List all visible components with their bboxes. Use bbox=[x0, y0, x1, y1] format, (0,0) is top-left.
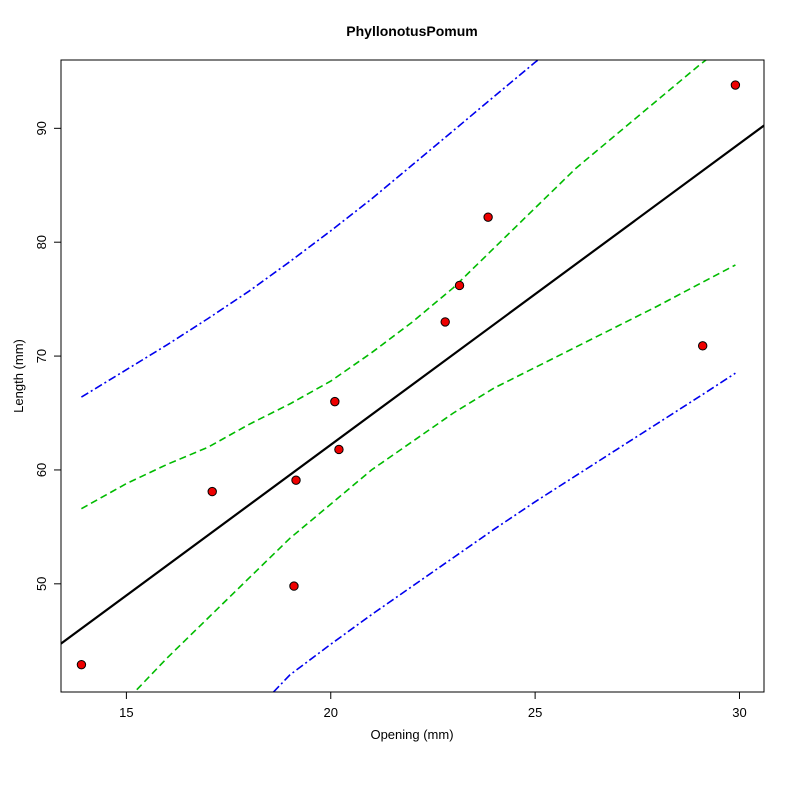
y-tick-label: 70 bbox=[34, 349, 49, 363]
data-point bbox=[207, 486, 217, 497]
x-axis: 15 20 25 30 bbox=[119, 691, 747, 720]
data-point bbox=[730, 80, 741, 90]
y-tick-label: 50 bbox=[34, 577, 49, 591]
series-prediction-upper-line bbox=[80, 60, 540, 398]
data-point bbox=[334, 444, 344, 455]
x-tick-label: 30 bbox=[732, 705, 746, 720]
data-points bbox=[76, 80, 741, 670]
y-axis: 50 60 70 80 90 bbox=[34, 121, 62, 591]
data-point bbox=[330, 396, 340, 407]
series-confidence-upper-line bbox=[81, 60, 708, 510]
data-point bbox=[483, 212, 493, 222]
x-tick-label: 15 bbox=[119, 705, 133, 720]
data-point bbox=[697, 341, 708, 351]
x-tick-label: 25 bbox=[528, 705, 542, 720]
chart-title: PhyllonotusPomum bbox=[346, 23, 477, 39]
y-tick-label: 80 bbox=[34, 235, 49, 249]
x-axis-label: Opening (mm) bbox=[370, 727, 453, 742]
data-point bbox=[76, 659, 87, 670]
series-confidence-lower-line bbox=[133, 264, 736, 692]
series-lines bbox=[61, 60, 764, 692]
series-fit-line bbox=[61, 124, 764, 645]
data-point bbox=[440, 317, 450, 327]
y-axis-label: Length (mm) bbox=[11, 339, 26, 413]
data-point bbox=[291, 475, 301, 485]
plot-frame bbox=[60, 59, 765, 693]
series-prediction-lower-line bbox=[272, 372, 736, 692]
y-tick-label: 60 bbox=[34, 463, 49, 477]
data-point bbox=[289, 581, 299, 591]
x-tick-label: 20 bbox=[324, 705, 338, 720]
data-point bbox=[454, 280, 465, 291]
y-tick-label: 90 bbox=[34, 121, 49, 135]
